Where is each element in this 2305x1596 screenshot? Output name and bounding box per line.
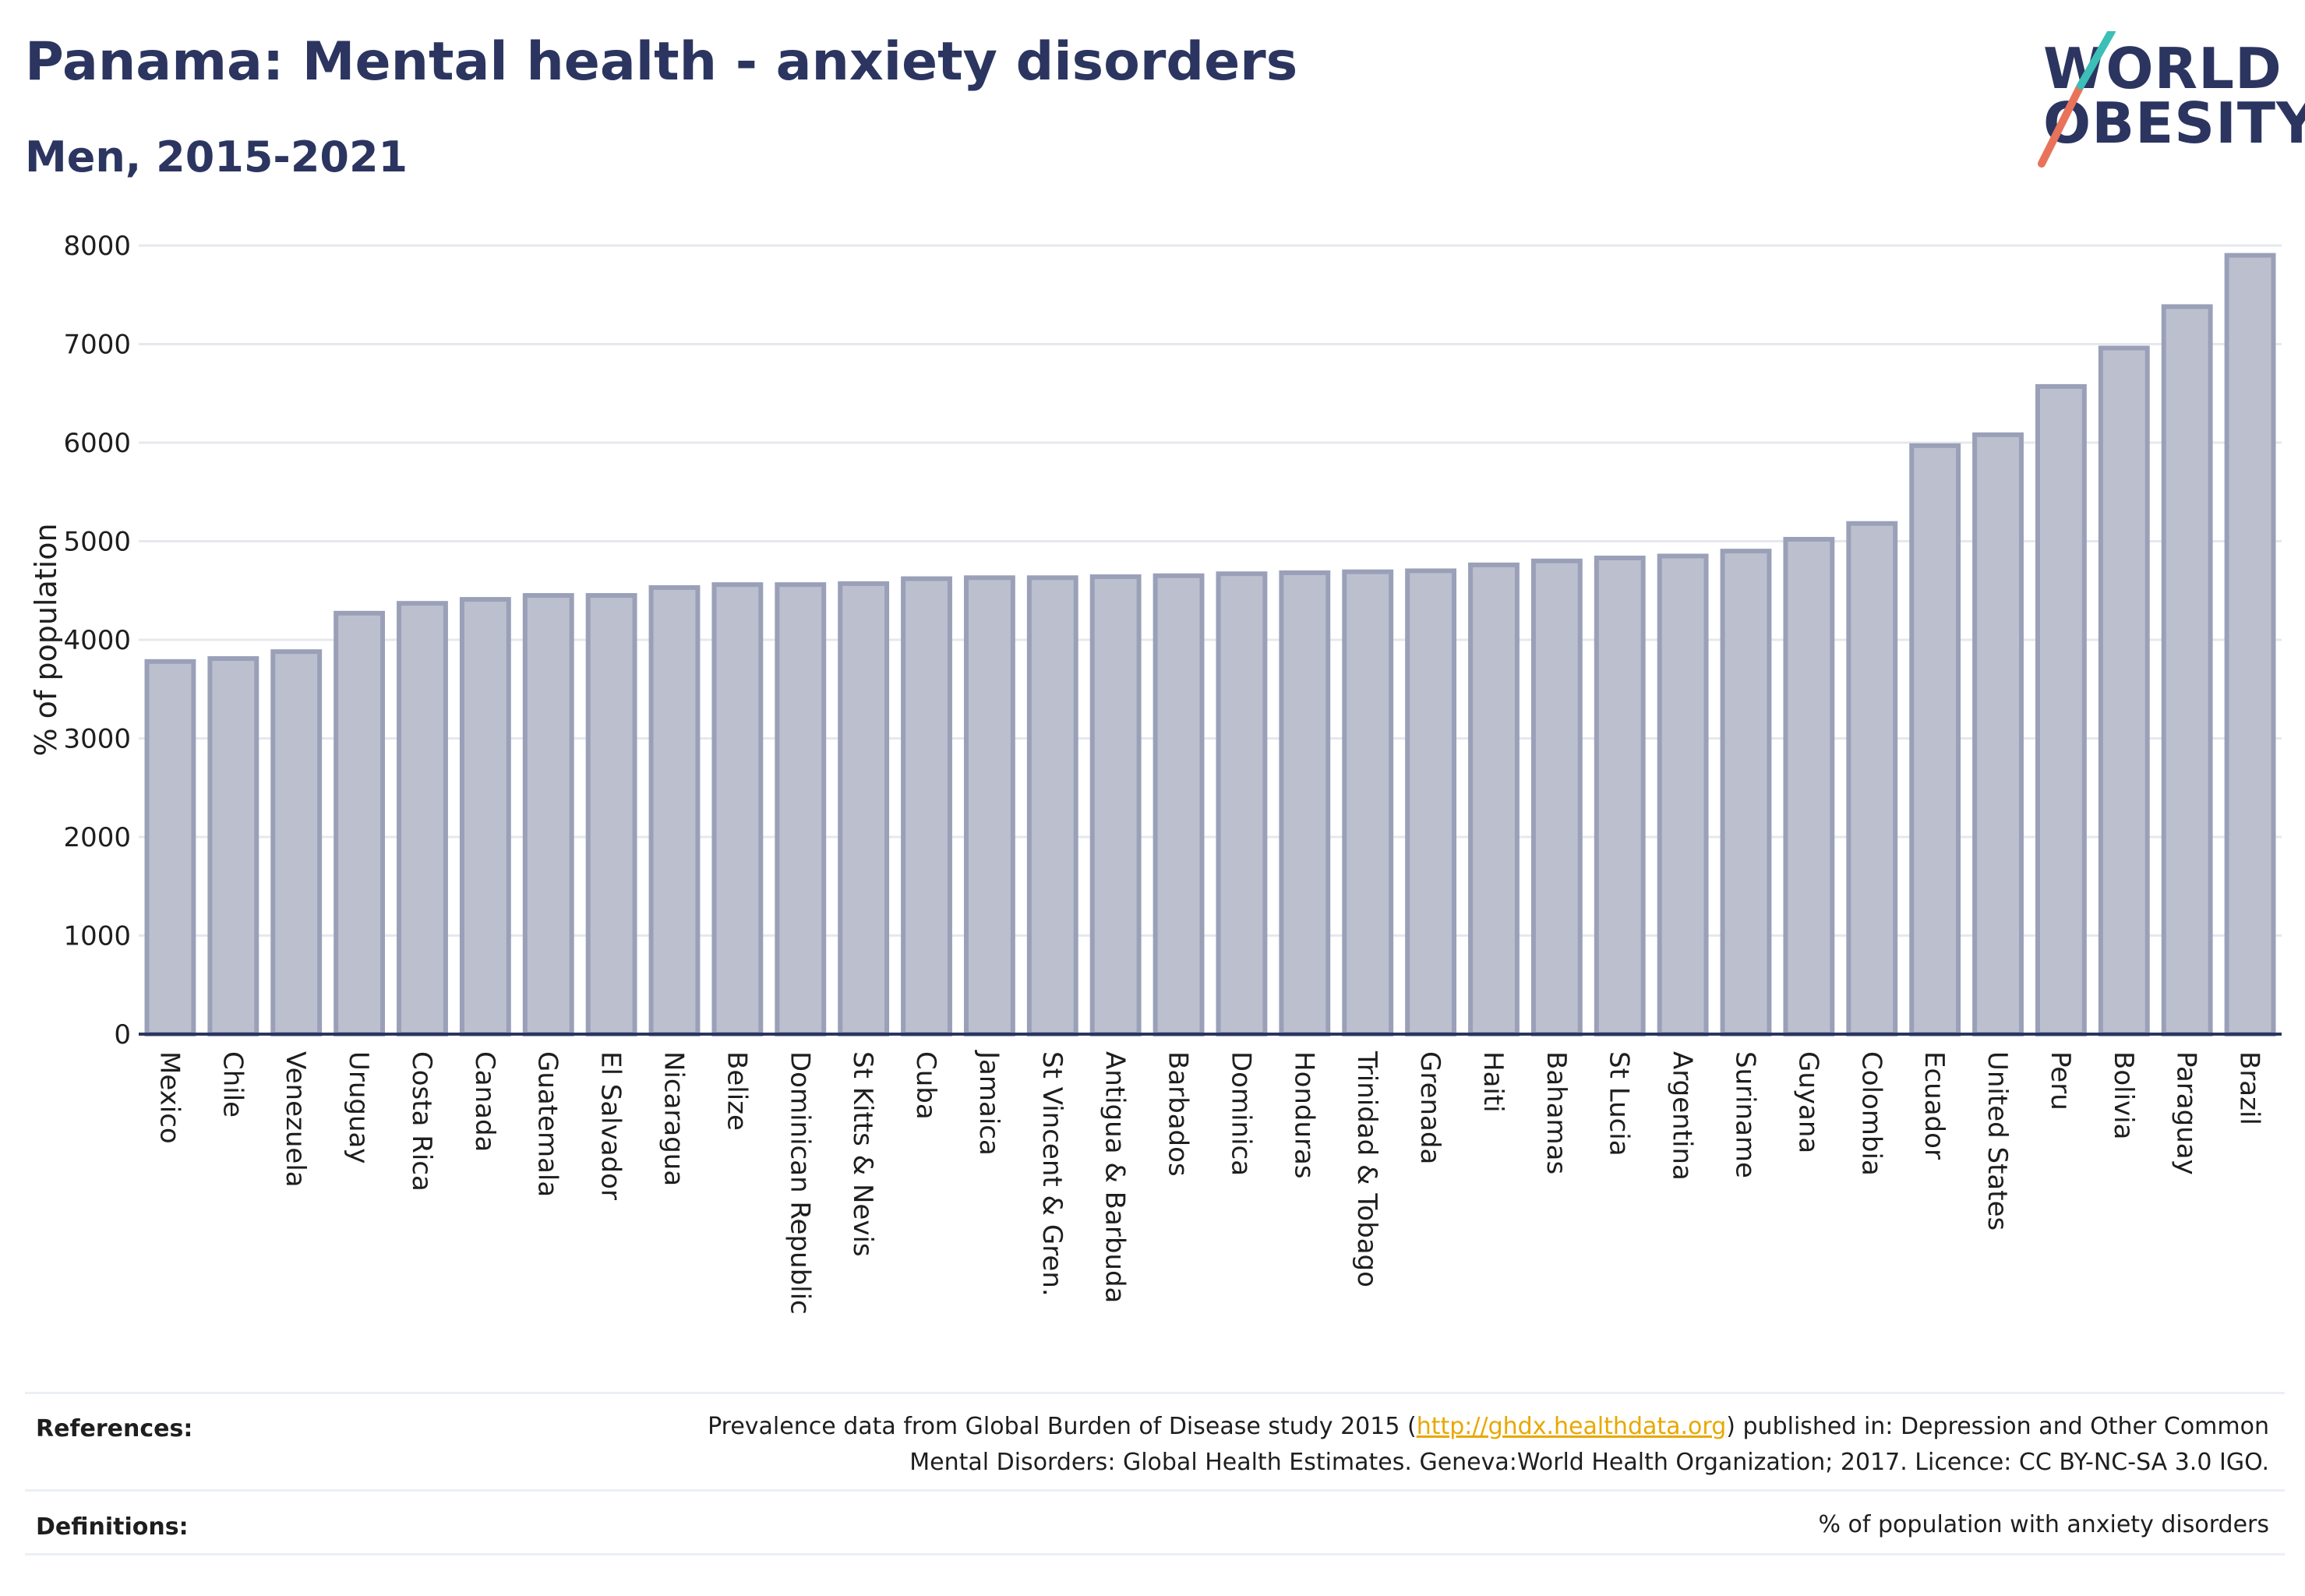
x-tick-label: St Lucia — [1604, 1051, 1635, 1156]
bar — [2098, 345, 2150, 1036]
footer-divider-bottom — [25, 1553, 2285, 1555]
bar — [1279, 570, 1331, 1037]
y-tick-label: 8000 — [63, 231, 131, 262]
bar — [459, 597, 511, 1036]
bar — [1594, 556, 1646, 1036]
bar — [1468, 562, 1520, 1036]
bar — [1846, 521, 1898, 1037]
x-tick-label: Bahamas — [1541, 1051, 1572, 1174]
x-tick-label: Mexico — [154, 1051, 185, 1144]
logo-line-1: WORLD — [2043, 36, 2282, 101]
bar — [1909, 443, 1961, 1037]
references-label: References: — [36, 1415, 193, 1442]
bar — [334, 610, 386, 1036]
bar — [775, 582, 827, 1037]
x-tick-label: Honduras — [1288, 1051, 1319, 1179]
x-tick-label: Peru — [2045, 1051, 2076, 1110]
x-tick-label: St Kitts & Nevis — [847, 1051, 878, 1257]
references-line-1-post: ) published in: Depression and Other Com… — [1726, 1413, 2269, 1440]
bar — [270, 649, 323, 1036]
bar — [2224, 252, 2276, 1036]
y-axis-title: % of population — [29, 523, 63, 756]
x-tick-label: Ecuador — [1918, 1051, 1950, 1160]
x-tick-label: Barbados — [1163, 1051, 1194, 1177]
x-tick-label: El Salvador — [595, 1051, 627, 1200]
x-tick-label: Bolivia — [2108, 1051, 2139, 1139]
references-line-2: Mental Disorders: Global Health Estimate… — [909, 1449, 2269, 1476]
x-tick-label: Grenada — [1414, 1051, 1445, 1164]
x-tick-label: Jamaica — [973, 1050, 1004, 1156]
logo-line-2: OBESITY — [2043, 90, 2305, 156]
bar — [1657, 553, 1709, 1037]
footer-divider-top — [25, 1392, 2285, 1394]
x-tick-label: Cuba — [910, 1051, 941, 1120]
bar — [522, 593, 574, 1036]
y-tick-label: 3000 — [63, 724, 131, 755]
x-tick-label: Venezuela — [280, 1051, 311, 1188]
definitions-text: % of population with anxiety disorders — [1818, 1511, 2269, 1538]
y-tick-label: 6000 — [63, 428, 131, 459]
bar — [1089, 574, 1142, 1037]
y-tick-label: 5000 — [63, 527, 131, 558]
bar — [901, 576, 952, 1036]
page-title: Panama: Mental health - anxiety disorder… — [25, 31, 1298, 93]
world-obesity-logo: WORLD OBESITY — [2026, 31, 2305, 171]
references-text: Prevalence data from Global Burden of Di… — [708, 1409, 2269, 1481]
bar — [2161, 304, 2213, 1036]
x-tick-label: Colombia — [1855, 1051, 1887, 1176]
x-tick-label: United States — [1982, 1051, 2013, 1231]
bar — [838, 581, 890, 1036]
bar — [2035, 383, 2087, 1036]
references-line-1: Prevalence data from Global Burden of Di… — [708, 1409, 2269, 1445]
bar — [1216, 571, 1268, 1036]
x-tick-label: Paraguay — [2171, 1051, 2202, 1175]
x-tick-label: Costa Rica — [406, 1051, 437, 1192]
bar — [144, 659, 196, 1037]
logo-slash-icon — [2038, 31, 2116, 168]
bar-chart: 0 1000 2000 3000 4000 5000 6000 7000 8000 % of po… — [29, 231, 2282, 1315]
x-tick-label: Argentina — [1667, 1051, 1698, 1181]
bar — [1972, 432, 2024, 1036]
bar — [648, 584, 701, 1036]
bar — [1405, 568, 1457, 1036]
bar — [585, 593, 637, 1036]
bar — [207, 656, 259, 1036]
footer-divider-middle — [25, 1489, 2285, 1492]
y-tick-label: 2000 — [63, 822, 131, 853]
y-tick-label: 0 — [114, 1019, 131, 1050]
x-tick-label: Uruguay — [343, 1051, 374, 1164]
bar — [1530, 558, 1583, 1036]
references-line-1-pre: Prevalence data from Global Burden of Di… — [708, 1413, 1417, 1440]
x-tick-label: Dominica — [1225, 1051, 1256, 1176]
x-tick-label: Belize — [721, 1051, 752, 1131]
y-tick-label: 7000 — [63, 330, 131, 361]
references-link[interactable]: http://ghdx.healthdata.org — [1416, 1413, 1727, 1440]
x-tick-label: Canada — [469, 1051, 500, 1152]
bar — [1026, 575, 1078, 1036]
x-tick-label: Brazil — [2234, 1051, 2265, 1125]
bar — [1783, 536, 1835, 1037]
y-tick-label: 4000 — [63, 625, 131, 656]
x-tick-label: Trinidad & Tobago — [1351, 1050, 1382, 1287]
bar — [711, 582, 764, 1037]
x-tick-label: Antigua & Barbuda — [1100, 1051, 1131, 1303]
definitions-label: Definitions: — [36, 1513, 189, 1541]
x-tick-label: Chile — [217, 1051, 248, 1118]
x-tick-label: St Vincent & Gren. — [1036, 1051, 1068, 1297]
bar — [1720, 549, 1772, 1036]
bar — [963, 575, 1015, 1036]
x-tick-label: Guyana — [1792, 1051, 1823, 1153]
x-tick-label: Dominican Republic — [784, 1051, 815, 1315]
bar — [397, 601, 448, 1036]
x-tick-label: Nicaragua — [658, 1051, 690, 1186]
bar — [1152, 573, 1205, 1036]
y-tick-label: 1000 — [63, 921, 131, 952]
x-tick-label: Haiti — [1477, 1051, 1509, 1113]
x-tick-label: Guatemala — [532, 1051, 563, 1197]
page-subtitle: Men, 2015-2021 — [25, 132, 408, 182]
bar — [1342, 569, 1394, 1036]
x-tick-label: Suriname — [1730, 1051, 1761, 1178]
